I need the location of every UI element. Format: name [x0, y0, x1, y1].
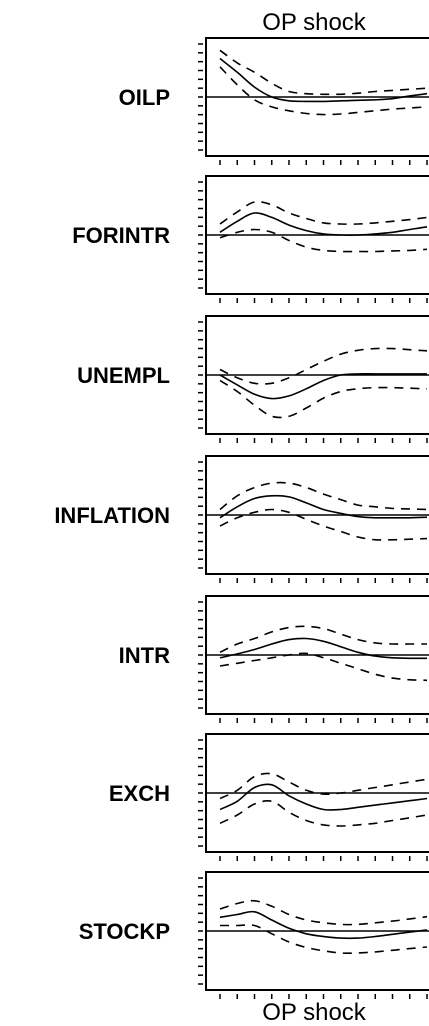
- lower-band-line: [220, 924, 428, 955]
- upper-band-line: [219, 347, 428, 385]
- response-line: [219, 637, 428, 660]
- row-label: STOCKP: [79, 919, 170, 944]
- response-line: [219, 494, 428, 519]
- panel-inflation: INFLATION: [54, 455, 429, 583]
- upper-band-line: [219, 772, 428, 800]
- lower-band-line: [219, 228, 428, 253]
- row-label: EXCH: [109, 781, 170, 806]
- response-line: [219, 212, 428, 236]
- row-label: FORINTR: [72, 223, 170, 248]
- upper-band-line: [219, 899, 428, 926]
- upper-band-line: [219, 200, 428, 225]
- row-label: UNEMPL: [77, 363, 170, 388]
- response-line: [219, 373, 427, 400]
- top-title: OP shock: [262, 9, 367, 36]
- response-line: [219, 910, 428, 940]
- panel-unempl: UNEMPL: [77, 315, 429, 443]
- panel-forintr: FORINTR: [72, 175, 429, 303]
- row-label: INTR: [119, 643, 170, 668]
- lower-band-line: [219, 800, 428, 827]
- bottom-title: OP shock: [262, 999, 367, 1026]
- panel-intr: INTR: [119, 595, 429, 723]
- lower-band-line: [219, 379, 428, 419]
- upper-band-line: [219, 49, 428, 96]
- upper-band-line: [219, 625, 427, 654]
- panels: OILP FORINTR UNEMPL INFLATION INTR EXCH STOCKP: [54, 37, 429, 999]
- response-line: [219, 783, 428, 811]
- response-line: [219, 57, 428, 103]
- lower-band-line: [219, 652, 428, 682]
- lower-band-line: [219, 66, 428, 116]
- panel-oilp: OILP: [119, 37, 429, 165]
- panel-stockp: STOCKP: [79, 871, 429, 999]
- row-label: INFLATION: [54, 503, 170, 528]
- row-label: OILP: [119, 85, 170, 110]
- panel-exch: EXCH: [109, 733, 429, 861]
- lower-band-line: [219, 508, 428, 541]
- upper-band-line: [219, 481, 428, 511]
